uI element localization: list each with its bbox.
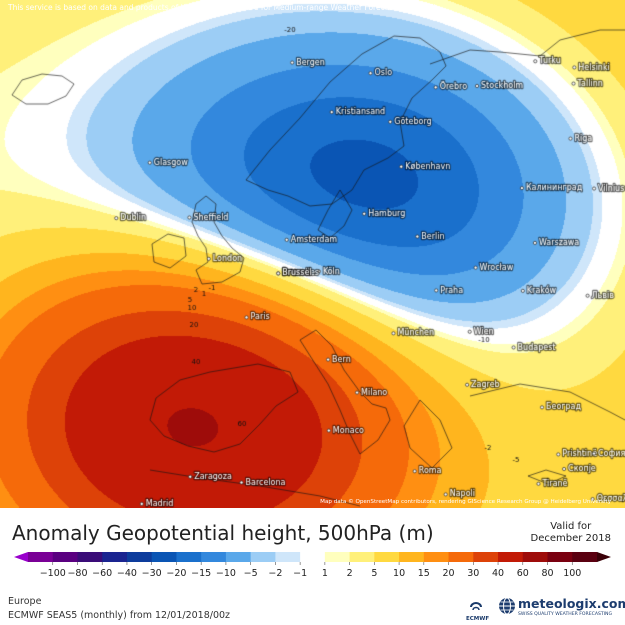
ecmwf-logo: ECMWF	[466, 597, 490, 622]
scale-tick-label: −40	[117, 568, 137, 579]
color-bin	[77, 552, 103, 562]
brand-name: meteologix.com	[518, 596, 625, 611]
scale-tick-label: 1	[322, 568, 328, 579]
color-bin	[324, 552, 351, 562]
color-bin	[52, 552, 78, 562]
color-bin	[473, 552, 499, 562]
scale-tick-label: 2	[347, 568, 353, 579]
color-bin	[176, 552, 202, 562]
scale-tick-label: −30	[142, 568, 162, 579]
map-attribution: Map data © OpenStreetMap contributors, r…	[320, 499, 611, 505]
scale-tick-label: −20	[166, 568, 186, 579]
valid-label: Valid for	[550, 521, 592, 532]
scale-tick-label: −80	[67, 568, 87, 579]
ecmwf-logo-text: ECMWF	[466, 616, 490, 622]
scale-tick-label: 30	[467, 568, 479, 579]
scale-tick-label: 100	[563, 568, 581, 579]
color-bin	[522, 552, 549, 562]
ecmwf-mark-icon	[470, 602, 482, 611]
color-bin	[399, 552, 425, 562]
color-bin	[151, 552, 177, 562]
meteologix-globe-icon	[499, 597, 515, 615]
color-bin	[547, 552, 573, 562]
scale-tick-label: −2	[268, 568, 282, 579]
scale-tick-label: −100	[40, 568, 66, 579]
scale-tick-label: 40	[492, 568, 504, 579]
color-scale: −100 −80 −60 −40 −30 −20 −15 −10 −5 −2 −1 1 2 5 10 15 20…	[14, 552, 611, 579]
scale-tick-label: −60	[92, 568, 112, 579]
anomaly-map	[0, 0, 625, 508]
valid-period: Valid for December 2018	[531, 521, 611, 545]
color-bin	[250, 552, 276, 562]
color-bin	[102, 552, 128, 562]
scale-tick-label: 60	[517, 568, 529, 579]
color-bin	[349, 552, 375, 562]
scale-tick-label: −5	[244, 568, 258, 579]
color-bin	[374, 552, 400, 562]
scale-tick-label: 15	[418, 568, 430, 579]
scale-tick-label: −10	[216, 568, 236, 579]
scale-tick-label: −1	[293, 568, 307, 579]
region-label: Europe	[8, 596, 42, 607]
scale-tick-label: 20	[443, 568, 455, 579]
data-notice: This service is based on data and produc…	[8, 3, 437, 12]
scale-arrow-low	[14, 552, 28, 562]
color-bin	[28, 552, 54, 562]
scale-tick-label: −15	[191, 568, 211, 579]
model-run: ECMWF SEAS5 (monthly) from 12/01/2018/00…	[8, 610, 231, 621]
color-bin	[275, 552, 301, 562]
scale-arrow-high	[597, 552, 611, 562]
color-bin	[201, 552, 227, 562]
color-bin	[498, 552, 524, 562]
scale-tick-label: 5	[371, 568, 377, 579]
brand-tagline: SWISS QUALITY WEATHER FORECASTING	[518, 612, 613, 617]
color-bin	[572, 552, 598, 562]
chart-title: Anomaly Geopotential height, 500hPa (m)	[12, 521, 434, 545]
color-bin	[225, 552, 252, 562]
scale-tick-label: 80	[541, 568, 553, 579]
color-bin	[126, 552, 153, 562]
valid-date: December 2018	[530, 533, 611, 544]
color-bin	[300, 552, 326, 562]
color-bin	[423, 552, 450, 562]
color-bin	[448, 552, 474, 562]
scale-tick-label: 10	[393, 568, 405, 579]
